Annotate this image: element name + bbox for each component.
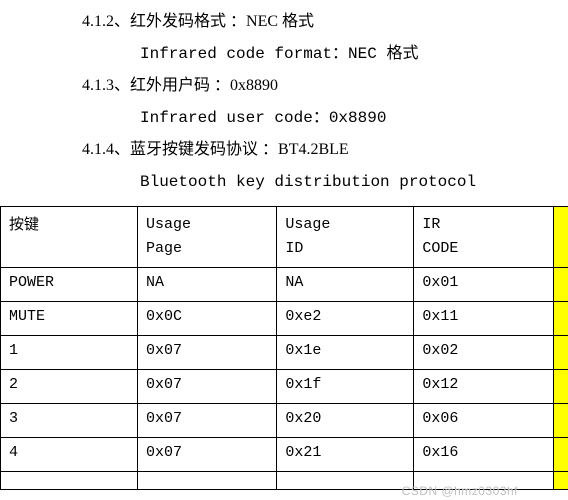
- highlight-strip: [553, 336, 568, 370]
- cell-ir-code: 0x01: [414, 268, 553, 302]
- cell-usage-id: 0x21: [277, 438, 414, 472]
- highlight-strip: [553, 207, 568, 268]
- table-row: 4 0x07 0x21 0x16: [1, 438, 568, 472]
- cell-usage-page: 0x0C: [138, 302, 277, 336]
- spec-414-zh: 4.1.4、蓝牙按键发码协议 ：BT4.2BLE: [82, 138, 568, 162]
- cell-usage-page: 0x07: [138, 438, 277, 472]
- cell-usage-id: 0xe2: [277, 302, 414, 336]
- spec-num: 4.1.2、: [82, 13, 130, 30]
- cell-key: POWER: [1, 268, 138, 302]
- cell-ir-code: 0x02: [414, 336, 553, 370]
- highlight-strip: [553, 438, 568, 472]
- cell-usage-id: [277, 472, 414, 490]
- th-l1: Usage: [146, 216, 191, 233]
- cell-key: 4: [1, 438, 138, 472]
- spec-zh: 红外发码格式 ：NEC 格式: [130, 13, 314, 30]
- cell-ir-code: 0x12: [414, 370, 553, 404]
- th-usage-id: Usage ID: [277, 207, 414, 268]
- table-row: 1 0x07 0x1e 0x02: [1, 336, 568, 370]
- table-header-row: 按键 Usage Page Usage ID IR CODE: [1, 207, 568, 268]
- cell-usage-page: 0x07: [138, 370, 277, 404]
- th-key-l1: 按键: [9, 217, 39, 233]
- th-usage-page: Usage Page: [138, 207, 277, 268]
- highlight-strip: [553, 370, 568, 404]
- th-key: 按键: [1, 207, 138, 268]
- spec-zh: 红外用户码 ：0x8890: [130, 77, 278, 94]
- cell-usage-page: NA: [138, 268, 277, 302]
- cell-key: 3: [1, 404, 138, 438]
- cell-usage-id: 0x1e: [277, 336, 414, 370]
- cell-key: MUTE: [1, 302, 138, 336]
- cell-ir-code: 0x16: [414, 438, 553, 472]
- table-row: 3 0x07 0x20 0x06: [1, 404, 568, 438]
- highlight-strip: [553, 302, 568, 336]
- highlight-strip: [553, 268, 568, 302]
- th-ir-code: IR CODE: [414, 207, 553, 268]
- cell-usage-page: 0x07: [138, 404, 277, 438]
- cell-usage-id: 0x1f: [277, 370, 414, 404]
- cell-usage-page: 0x07: [138, 336, 277, 370]
- spec-num: 4.1.3、: [82, 77, 130, 94]
- cell-usage-id: 0x20: [277, 404, 414, 438]
- cell-ir-code: 0x11: [414, 302, 553, 336]
- table-row: 2 0x07 0x1f 0x12: [1, 370, 568, 404]
- th-l1: IR: [422, 216, 440, 233]
- key-code-table-wrap: 按键 Usage Page Usage ID IR CODE: [0, 206, 568, 490]
- highlight-strip: [553, 404, 568, 438]
- th-l1: Usage: [285, 216, 330, 233]
- table-row: MUTE 0x0C 0xe2 0x11: [1, 302, 568, 336]
- spec-zh: 蓝牙按键发码协议 ：BT4.2BLE: [130, 141, 349, 158]
- th-l2: ID: [285, 240, 303, 257]
- table-row: POWER NA NA 0x01: [1, 268, 568, 302]
- csdn-watermark: CSDN @hmz0303hf: [402, 484, 518, 498]
- th-l2: Page: [146, 240, 182, 257]
- cell-ir-code: 0x06: [414, 404, 553, 438]
- cell-usage-id: NA: [277, 268, 414, 302]
- spec-413-zh: 4.1.3、红外用户码 ：0x8890: [82, 74, 568, 98]
- spec-412-zh: 4.1.2、红外发码格式 ：NEC 格式: [82, 10, 568, 34]
- cell-key: 2: [1, 370, 138, 404]
- spec-num: 4.1.4、: [82, 141, 130, 158]
- highlight-strip: [553, 472, 568, 490]
- th-l2: CODE: [422, 240, 458, 257]
- cell-key: 1: [1, 336, 138, 370]
- spec-414-en: Bluetooth key distribution protocol: [140, 170, 568, 194]
- key-code-table: 按键 Usage Page Usage ID IR CODE: [0, 206, 568, 490]
- cell-key: [1, 472, 138, 490]
- spec-413-en: Infrared user code：0x8890: [140, 106, 568, 130]
- spec-412-en: Infrared code format：NEC 格式: [140, 42, 568, 66]
- cell-usage-page: [138, 472, 277, 490]
